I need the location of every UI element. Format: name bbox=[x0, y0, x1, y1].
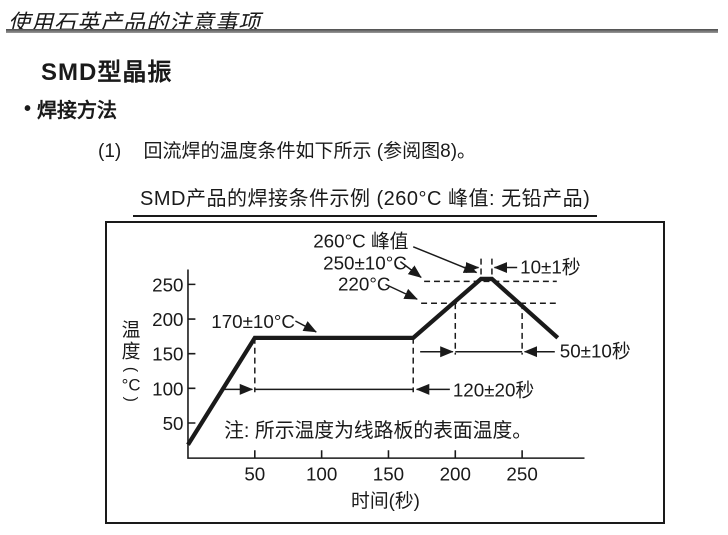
leader-170c bbox=[295, 320, 317, 333]
y-tick-label: 200 bbox=[152, 309, 183, 330]
paragraph: (1) 回流焊的温度条件如下所示 (参阅图8)。 bbox=[98, 136, 476, 163]
annotation-peak-band: 250±10°C bbox=[323, 253, 407, 274]
bullet-row: • 焊接方法 bbox=[24, 94, 117, 123]
paragraph-number: (1) bbox=[98, 141, 122, 162]
annotation-threshold: 220°C bbox=[338, 273, 390, 294]
chart-note: 注: 所示温度为线路板的表面温度。 bbox=[224, 420, 532, 442]
annotation-preheat-duration: 120±20秒 bbox=[453, 379, 534, 400]
x-tick-label: 150 bbox=[373, 463, 404, 484]
x-tick-label: 50 bbox=[244, 463, 265, 484]
y-tick-label: 50 bbox=[163, 413, 184, 434]
annotation-peak: 260°C 峰值 bbox=[313, 231, 408, 252]
leader-250c bbox=[399, 261, 422, 279]
figure-title: SMD产品的焊接条件示例 (260°C 峰值: 无铅产品) bbox=[133, 182, 598, 217]
x-tick-label: 250 bbox=[506, 463, 537, 484]
chart-frame: 250 200 150 100 50 50 100 150 200 250 26… bbox=[105, 221, 665, 524]
y-tick-label: 150 bbox=[152, 344, 183, 365]
annotation-preheat: 170±10°C bbox=[211, 311, 295, 332]
x-tick-label: 100 bbox=[306, 463, 337, 484]
y-tick-label: 100 bbox=[152, 378, 183, 399]
paragraph-text: 回流焊的温度条件如下所示 (参阅图8)。 bbox=[143, 141, 477, 162]
y-axis-title-paren-open: ( bbox=[123, 367, 140, 373]
leader-220c bbox=[385, 283, 418, 300]
y-axis-title-unit: °C bbox=[122, 375, 141, 394]
y-axis-ticks bbox=[187, 283, 196, 424]
y-axis-title-char2: 度 bbox=[122, 341, 141, 362]
reflow-profile-chart: 250 200 150 100 50 50 100 150 200 250 26… bbox=[122, 231, 631, 511]
x-axis-ticks bbox=[254, 450, 523, 459]
y-axis-title-paren-close: ) bbox=[123, 397, 140, 402]
y-axis-title-char1: 温 bbox=[122, 319, 141, 340]
header-rule bbox=[6, 29, 718, 33]
annotation-peak-duration: 10±1秒 bbox=[520, 256, 580, 277]
section-heading: SMD型晶振 bbox=[41, 59, 173, 86]
temperature-curve bbox=[186, 276, 560, 446]
y-tick-label: 250 bbox=[152, 274, 183, 295]
leader-260c bbox=[412, 246, 478, 274]
axes bbox=[187, 269, 585, 459]
x-axis-title: 时间(秒) bbox=[351, 490, 420, 511]
bullet-label: 焊接方法 bbox=[37, 100, 118, 122]
annotation-above220-duration: 50±10秒 bbox=[560, 341, 631, 362]
bullet-icon: • bbox=[24, 97, 32, 120]
x-tick-label: 200 bbox=[440, 463, 471, 484]
